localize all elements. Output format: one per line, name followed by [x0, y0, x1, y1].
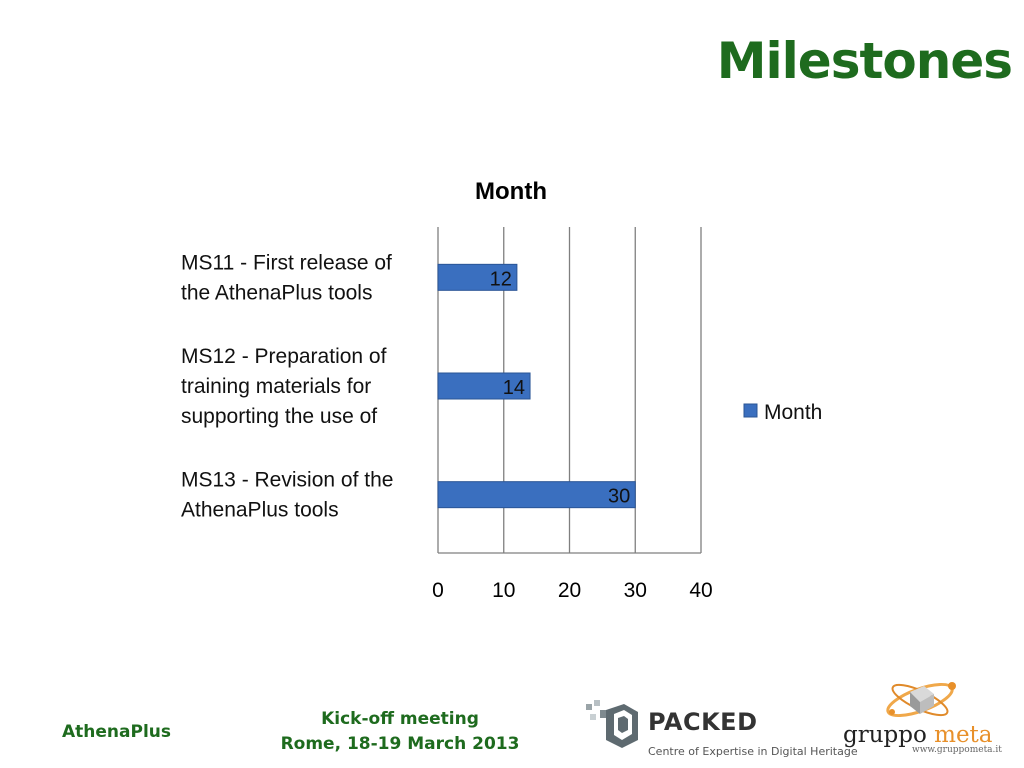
legend-swatch	[743, 403, 758, 418]
x-tick-label: 40	[689, 579, 712, 602]
packed-logo-icon	[586, 700, 638, 748]
footer-project-name: AthenaPlus	[62, 722, 171, 742]
bar-data-label: 30	[608, 486, 630, 508]
bar-data-label: 12	[490, 268, 512, 290]
chart-title: Month	[475, 178, 547, 205]
category-label: supporting the use of	[181, 405, 377, 428]
packed-tagline: Centre of Expertise in Digital Heritage	[648, 745, 858, 758]
footer-event: Kick-off meeting Rome, 18-19 March 2013	[270, 707, 530, 757]
category-label: MS12 - Preparation of	[181, 345, 387, 368]
category-label: training materials for	[181, 375, 371, 398]
gruppo-meta-logo-text: gruppo meta	[843, 722, 993, 748]
category-label: AthenaPlus tools	[181, 499, 339, 522]
x-tick-label: 10	[492, 579, 515, 602]
bar	[437, 263, 518, 291]
footer-event-title: Kick-off meeting	[321, 709, 479, 729]
bar	[437, 481, 636, 509]
gruppo-meta-logo-icon	[886, 682, 956, 718]
footer-event-date: Rome, 18-19 March 2013	[280, 734, 520, 754]
gruppo-word: gruppo	[843, 722, 927, 748]
category-label: MS13 - Revision of the	[181, 469, 393, 492]
x-tick-label: 0	[432, 579, 444, 602]
category-label: MS11 - First release of	[181, 251, 392, 274]
category-label: the AthenaPlus tools	[181, 281, 372, 304]
bar	[437, 372, 531, 400]
meta-word: meta	[934, 722, 993, 748]
x-tick-label: 20	[558, 579, 581, 602]
packed-logo-text: PACKED	[648, 708, 758, 736]
x-tick-label: 30	[624, 579, 647, 602]
legend-label: Month	[764, 401, 822, 424]
slide-title: Milestones	[716, 32, 1013, 90]
bar-data-label: 14	[503, 377, 525, 399]
gruppo-meta-url: www.gruppometa.it	[912, 745, 1002, 755]
